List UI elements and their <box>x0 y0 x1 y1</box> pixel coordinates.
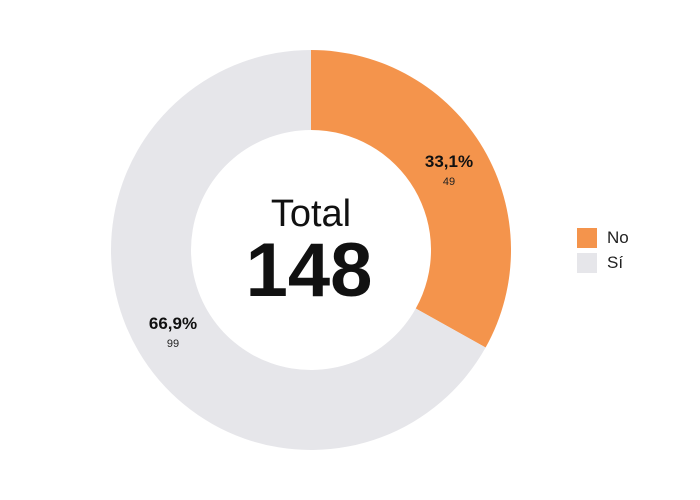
legend: No Sí <box>577 227 629 273</box>
legend-label-si: Sí <box>607 252 624 272</box>
slice-no[interactable] <box>311 50 512 348</box>
slices-group <box>111 50 512 451</box>
legend-label-no: No <box>607 227 629 247</box>
slice-percent-label-no: 33,1% <box>425 152 473 171</box>
center-total-value: 148 <box>246 228 373 313</box>
slice-si[interactable] <box>111 50 486 451</box>
legend-item-no[interactable]: No <box>577 227 629 248</box>
slice-count-label-si: 99 <box>167 338 179 350</box>
slice-labels-group: 33,1% 49 66,9% 99 <box>149 152 473 350</box>
legend-item-si[interactable]: Sí <box>577 252 629 273</box>
slice-count-label-no: 49 <box>443 176 455 188</box>
legend-swatch-no <box>577 227 597 248</box>
center-total-label: Total <box>271 193 351 235</box>
legend-swatch-si <box>577 252 597 273</box>
slice-percent-label-si: 66,9% <box>149 314 197 333</box>
